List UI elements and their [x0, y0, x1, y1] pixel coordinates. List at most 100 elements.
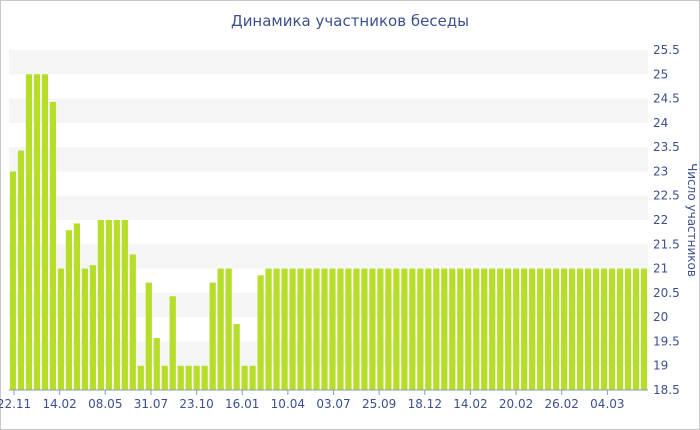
bar [521, 268, 528, 390]
y-tick-label: 24 [653, 116, 668, 130]
grid-band [9, 147, 648, 172]
grid-band [9, 50, 648, 75]
y-tick-label: 20 [653, 310, 668, 324]
bar [249, 365, 256, 390]
y-tick-label: 20.5 [653, 286, 680, 300]
bar [33, 74, 41, 390]
bar [529, 268, 536, 390]
y-tick-label: 22.5 [653, 189, 680, 203]
bar [369, 268, 376, 390]
bar [497, 268, 504, 390]
y-tick-label: 23 [653, 164, 668, 178]
bar [161, 365, 168, 390]
bar [73, 223, 81, 390]
bar [608, 268, 616, 390]
bar [624, 268, 632, 390]
x-tick-label: 18.12 [408, 397, 442, 411]
bar [569, 268, 576, 390]
bar [417, 268, 424, 390]
bar [632, 268, 640, 390]
y-tick-label: 19 [653, 359, 668, 373]
bar [329, 268, 336, 390]
bar [17, 150, 25, 390]
bar [473, 268, 480, 390]
bar [465, 268, 472, 390]
x-tick-label: 10.04 [271, 397, 305, 411]
x-tick-label: 26.02 [545, 397, 579, 411]
bar [201, 365, 208, 390]
grid-band [9, 341, 648, 366]
bar [137, 365, 144, 390]
x-tick-label: 31.07 [134, 397, 168, 411]
bar [345, 268, 352, 390]
bar [385, 268, 392, 390]
x-tick-label: 14.02 [42, 397, 76, 411]
x-tick-label: 16.01 [225, 397, 259, 411]
y-tick-label: 19.5 [653, 334, 680, 348]
bar [584, 268, 592, 390]
y-tick-label: 22 [653, 213, 668, 227]
bar [457, 268, 464, 390]
x-tick-label: 22.11 [0, 397, 31, 411]
y-tick-label: 25.5 [653, 43, 680, 57]
y-tick-label: 24.5 [653, 92, 680, 106]
bar [545, 268, 552, 390]
bar [241, 365, 248, 390]
bar [553, 268, 560, 390]
x-tick-label: 03.07 [316, 397, 350, 411]
bar [257, 275, 264, 390]
bar [41, 74, 49, 390]
x-tick-label: 08.05 [88, 397, 122, 411]
bar [225, 268, 232, 390]
y-tick-label: 21.5 [653, 237, 680, 251]
bar [9, 171, 17, 390]
bar [65, 230, 73, 390]
bar [273, 268, 280, 390]
bar [145, 282, 152, 390]
bar [185, 365, 192, 390]
bar [337, 268, 344, 390]
x-tick-label: 04.03 [590, 397, 624, 411]
bar [321, 268, 328, 390]
bar [441, 268, 448, 390]
bar [209, 282, 216, 390]
bar [129, 254, 136, 390]
x-tick-label: 23.10 [179, 397, 213, 411]
bar [353, 268, 360, 390]
bar [113, 220, 120, 390]
bar [233, 323, 240, 390]
bar [537, 268, 544, 390]
y-tick-label: 21 [653, 262, 668, 276]
bar [153, 338, 160, 390]
bar [313, 268, 320, 390]
bar [481, 268, 488, 390]
bar [449, 268, 456, 390]
bar [281, 268, 288, 390]
bar [600, 268, 608, 390]
bar [505, 268, 512, 390]
grid-band [9, 292, 648, 318]
bar [425, 268, 432, 390]
bar [297, 268, 304, 390]
grid-band [9, 98, 648, 123]
bar [401, 268, 408, 390]
bar [97, 220, 104, 390]
bar [433, 268, 440, 390]
bar [49, 101, 57, 390]
bar [361, 268, 368, 390]
bar [121, 220, 128, 390]
y-axis-title: Число участников [685, 163, 699, 277]
bar [193, 365, 200, 390]
bar [57, 268, 65, 390]
bar [81, 268, 88, 390]
chart-title: Динамика участников беседы [230, 12, 470, 30]
bar [393, 268, 400, 390]
bar [592, 268, 600, 390]
bar [513, 268, 520, 390]
bar [561, 268, 568, 390]
bar [177, 365, 184, 390]
bar [289, 268, 296, 390]
y-tick-label: 23.5 [653, 140, 680, 154]
x-tick-label: 20.02 [499, 397, 533, 411]
